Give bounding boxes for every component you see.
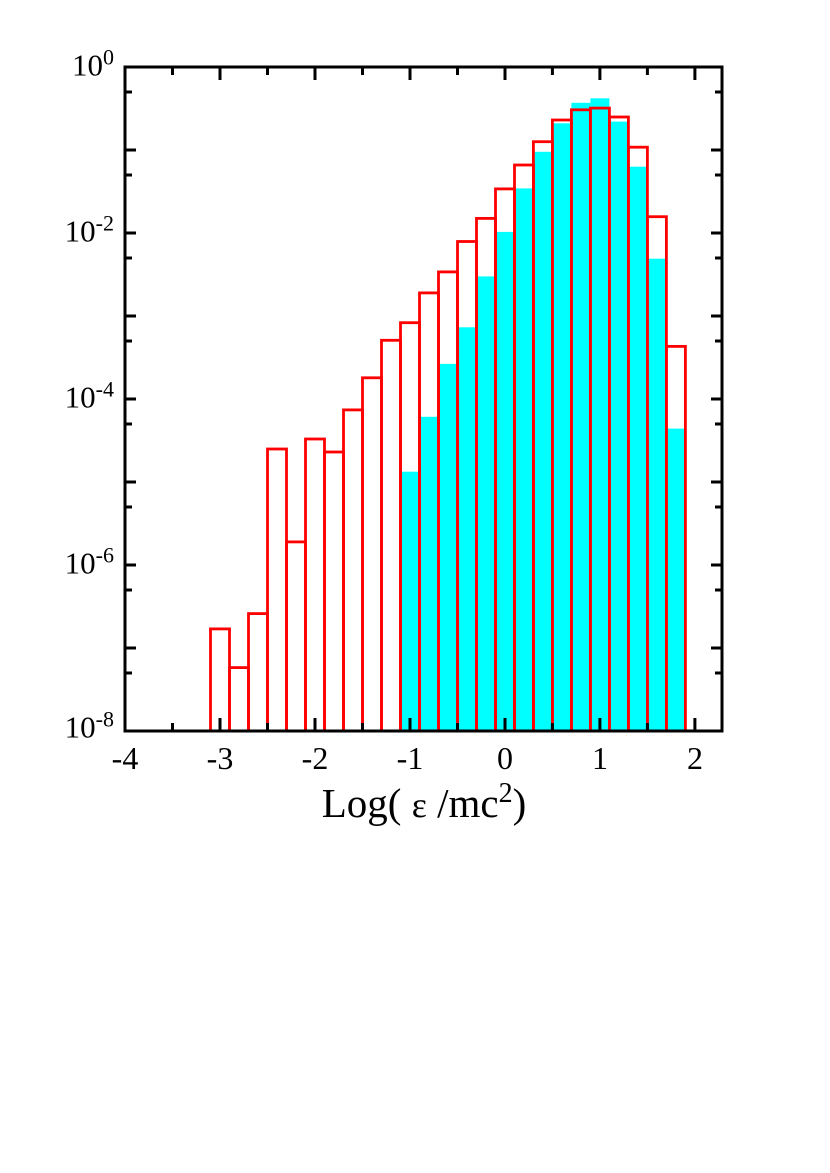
x-tick-label-0: 0 [497, 740, 513, 776]
y-label-exponent: -4 [95, 376, 114, 402]
x-title-superscript: 2 [498, 777, 513, 809]
y-label-base: 10 [64, 545, 96, 581]
y-label-base: 10 [64, 379, 96, 415]
y-label-base: 10 [64, 709, 96, 745]
x-tick-label-m1: -1 [396, 740, 424, 776]
x-tick-label-m2: -2 [301, 740, 329, 776]
x-tick-label-1: 1 [592, 740, 608, 776]
y-tick-label-1e-6: 10-6 [64, 542, 114, 582]
y-label-exponent: -8 [95, 706, 114, 732]
x-tick-label-m3: -3 [206, 740, 234, 776]
x-axis-title: Log( ε /mc2) [321, 777, 527, 827]
y-tick-label-1e-4: 10-4 [64, 376, 114, 416]
y-label-exponent: -2 [95, 210, 114, 236]
y-label-base: 10 [64, 213, 96, 249]
x-title-mid: /mc [426, 780, 499, 826]
x-tick-label-2: 2 [687, 740, 703, 776]
y-label-exponent: -6 [95, 542, 114, 568]
y-tick-label-1e0: 100 [72, 44, 114, 84]
x-tick-label-m4: -4 [111, 740, 139, 776]
x-title-post: ) [512, 780, 527, 826]
y-label-base: 10 [72, 47, 103, 83]
y-label-exponent: 0 [103, 44, 114, 70]
epsilon-symbol: ε [411, 785, 427, 825]
y-tick-label-1e-8: 10-8 [64, 706, 114, 746]
x-title-pre: Log( [321, 780, 412, 826]
y-tick-label-1e-2: 10-2 [64, 210, 114, 250]
